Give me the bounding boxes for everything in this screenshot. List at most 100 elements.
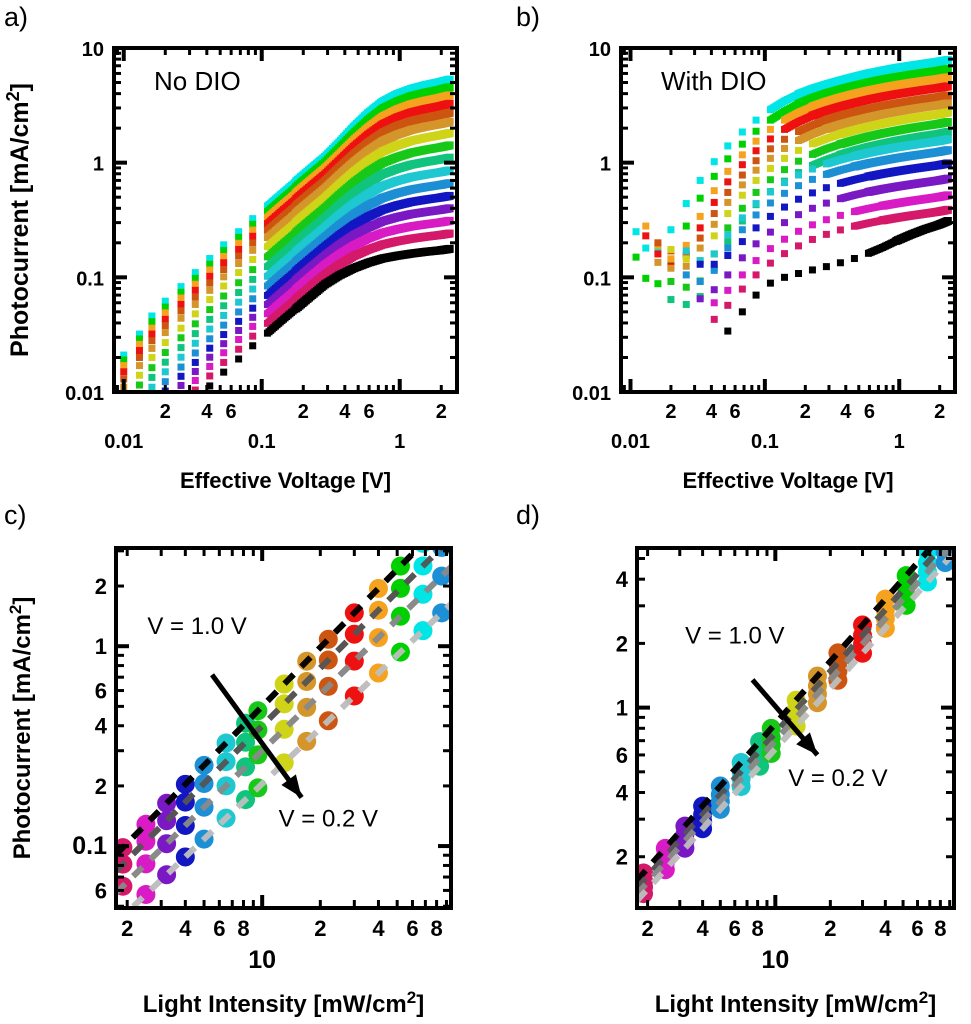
series-L3 <box>177 216 454 392</box>
panel-label-a: a) <box>4 2 29 32</box>
x-minor-tick-label: 8 <box>430 916 442 941</box>
y-tick-label: 6 <box>616 743 628 768</box>
x-major-tick-label: 1 <box>394 431 405 453</box>
x-minor-tick-label: 4 <box>706 401 718 423</box>
trend-arrow-shaft <box>210 673 304 799</box>
series-L12 <box>120 108 454 383</box>
y-major-tick-label: 1 <box>93 154 104 176</box>
x-axis-label: Light Intensity [mW/cm2] <box>143 988 424 1018</box>
x-major-tick-label: 0.01 <box>611 431 650 453</box>
y-tick-label: 2 <box>616 631 628 656</box>
series-L12 <box>654 91 952 258</box>
y-major-tick-label: 1 <box>600 154 611 176</box>
x-minor-tick-label: 4 <box>696 916 709 941</box>
x-minor-tick-label: 2 <box>934 401 945 423</box>
x-minor-tick-label: 2 <box>160 401 171 423</box>
y-tick-label: 1 <box>95 634 107 659</box>
y-tick-label: 4 <box>616 567 629 592</box>
x-minor-tick-label: 2 <box>121 916 133 941</box>
series-L1 <box>724 216 952 335</box>
series-L9 <box>667 118 952 291</box>
x-minor-tick-label: 6 <box>911 916 923 941</box>
series-L3 <box>710 191 952 307</box>
x-minor-tick-label: 6 <box>364 401 375 423</box>
y-tick-label: 0.1 <box>72 832 107 860</box>
y-major-tick-label: 0.1 <box>583 268 611 290</box>
trend-arrow-head <box>796 732 818 755</box>
series-L4 <box>177 204 454 389</box>
series-L16 <box>632 56 952 253</box>
y-tick-label: 1 <box>616 696 628 721</box>
panel-label-c: c) <box>4 500 27 530</box>
x-minor-tick-label: 8 <box>237 916 249 941</box>
x-axis-label: Effective Voltage [V] <box>180 468 391 493</box>
x-minor-tick-label: 4 <box>879 916 892 941</box>
series-L6 <box>682 146 952 285</box>
series-L2 <box>191 229 454 392</box>
series-L4 <box>696 174 952 303</box>
plot-title: No DIO <box>154 66 241 96</box>
x-major-tick-label: 0.1 <box>751 431 779 453</box>
series-L15 <box>632 65 952 288</box>
x-minor-tick-label: 6 <box>213 916 225 941</box>
series-L5 <box>161 191 454 392</box>
y-tick-label: 6 <box>95 878 107 903</box>
x-major-tick-label: 0.01 <box>104 431 143 453</box>
panel-label-b: b) <box>516 2 541 32</box>
x-minor-tick-label: 4 <box>201 401 213 423</box>
series-L7 <box>682 135 952 265</box>
y-tick-label: 6 <box>95 679 107 704</box>
x-minor-tick-label: 4 <box>339 401 351 423</box>
x-minor-tick-label: 6 <box>864 401 875 423</box>
x-major-tick-label: 0.1 <box>248 431 276 453</box>
x-major-tick-label: 1 <box>894 431 905 453</box>
y-tick-label: 2 <box>95 774 107 799</box>
series-L7 <box>148 166 454 391</box>
series-L2 <box>710 205 952 323</box>
trend-arrow-head <box>281 774 302 798</box>
panel-label-d: d) <box>516 500 541 530</box>
x-minor-tick-label: 4 <box>840 401 852 423</box>
voltage-annotation: V = 1.0 V <box>685 622 784 649</box>
x-minor-tick-label: 2 <box>824 916 836 941</box>
y-axis-label: Photocurrent [mA/cm2] <box>3 83 34 357</box>
y-major-tick-label: 0.01 <box>65 383 104 405</box>
x-minor-tick-label: 6 <box>729 401 740 423</box>
x-minor-tick-label: 2 <box>641 916 653 941</box>
series-L9 <box>135 141 454 389</box>
series-L8 <box>135 153 454 392</box>
x-major-tick-label: 10 <box>248 946 276 974</box>
series-L13 <box>120 99 454 376</box>
x-axis-label: Light Intensity [mW/cm2] <box>655 988 936 1018</box>
x-major-tick-label: 10 <box>761 946 789 974</box>
y-major-tick-label: 10 <box>589 39 611 61</box>
x-minor-tick-label: 2 <box>298 401 309 423</box>
x-axis-label: Effective Voltage [V] <box>682 468 893 493</box>
series-L10 <box>667 108 952 265</box>
voltage-annotation: V = 1.0 V <box>147 613 246 640</box>
x-minor-tick-label: 2 <box>665 401 676 423</box>
x-minor-tick-label: 2 <box>436 401 447 423</box>
panel-a: 2 4 6 2 4 6 2 0.01 0.1 1 0.01 0.1 1 10 No DIO Effective… <box>0 0 486 495</box>
series-L10 <box>135 129 454 379</box>
y-tick-label: 4 <box>616 781 629 806</box>
series-L1 <box>206 244 454 390</box>
voltage-annotation: V = 0.2 V <box>788 765 887 792</box>
series-L11 <box>120 117 454 391</box>
y-axis-label: Photocurrent [mA/cm2] <box>6 597 36 860</box>
panel-b: 2 4 6 2 4 6 2 0.01 0.1 1 0.01 0.1 1 10 With DIO Effecti… <box>485 0 971 495</box>
y-tick-label: 2 <box>616 845 628 870</box>
x-minor-tick-label: 2 <box>314 916 326 941</box>
y-tick-label: 2 <box>95 574 107 599</box>
x-minor-tick-label: 8 <box>751 916 763 941</box>
series-L11 <box>654 99 952 272</box>
y-tick-label: 4 <box>95 714 108 739</box>
x-minor-tick-label: 6 <box>226 401 237 423</box>
series-L13 <box>642 82 952 270</box>
